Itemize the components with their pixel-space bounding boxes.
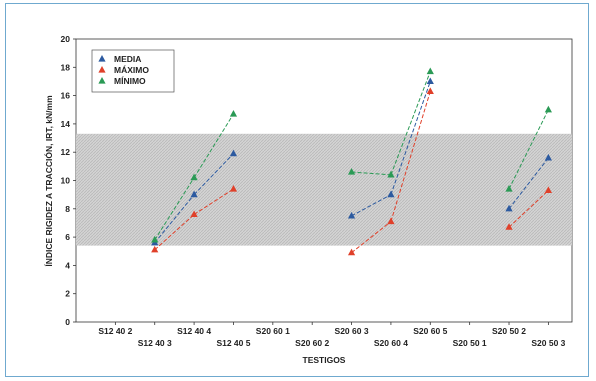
- y-tick-label: 4: [65, 260, 70, 270]
- data-point-media: [190, 190, 198, 198]
- series-line-maximo: [390, 91, 431, 222]
- series-line-minimo: [154, 177, 195, 241]
- data-point-media: [426, 77, 434, 85]
- y-tick-label: 14: [61, 119, 71, 129]
- chart-frame: 0 2 4 6 8 10 12 14 16 18 20 S12 40 2 S12 40 3 S12 40…: [5, 3, 589, 377]
- series-line-media: [390, 81, 431, 195]
- data-point-minimo: [151, 235, 159, 243]
- x-tick-label: S20 50 2: [492, 326, 526, 336]
- x-tick-label: S12 40 5: [216, 338, 250, 348]
- x-tick-label: S20 60 5: [413, 326, 447, 336]
- data-point-maximo: [347, 248, 356, 256]
- series-line-maximo: [351, 221, 392, 254]
- series-lines: [154, 71, 549, 254]
- series-line-maximo: [508, 190, 549, 228]
- legend-marker-maximo: [98, 66, 106, 73]
- x-tick-label: S20 60 4: [374, 338, 408, 348]
- legend-marker-minimo: [98, 77, 106, 84]
- series-line-minimo: [390, 71, 431, 176]
- data-point-maximo: [190, 210, 198, 218]
- data-point-maximo: [387, 217, 395, 225]
- y-tick-label: 12: [61, 147, 71, 157]
- x-tick-label: S20 60 2: [295, 338, 329, 348]
- data-point-minimo: [426, 67, 434, 75]
- x-tick-label: S20 60 3: [335, 326, 369, 336]
- data-point-maximo: [426, 87, 434, 94]
- x-tick-label: S20 60 1: [256, 326, 290, 336]
- reference-band: [76, 133, 572, 246]
- data-point-maximo: [544, 186, 552, 194]
- data-point-media: [387, 190, 395, 198]
- series-line-minimo: [351, 171, 391, 176]
- series-line-media: [351, 194, 392, 217]
- data-point-minimo: [387, 170, 395, 178]
- series-line-media: [154, 194, 195, 244]
- legend-marker-media: [98, 55, 106, 62]
- series-line-media: [193, 153, 234, 195]
- y-axis-label: ÍNDICE RIGIDEZ A TRACCIÓN, IRT, kN/mm: [43, 95, 54, 267]
- series-line-media: [508, 157, 549, 210]
- data-point-minimo: [505, 184, 513, 192]
- legend-box: [91, 49, 175, 93]
- x-axis: S12 40 2 S12 40 3 S12 40 4 S12 40 5 S20 60 1…: [98, 322, 566, 348]
- series-points: [151, 67, 552, 256]
- data-point-minimo: [190, 173, 198, 181]
- legend-label-maximo: MÁXIMO: [114, 65, 149, 75]
- data-point-media: [229, 149, 238, 157]
- x-tick-label: S12 40 4: [177, 326, 211, 336]
- data-point-maximo: [151, 245, 159, 253]
- legend-label-media: MEDIA: [114, 54, 141, 64]
- y-tick-label: 10: [61, 176, 71, 186]
- data-point-maximo: [505, 223, 513, 230]
- data-point-minimo: [229, 109, 238, 117]
- y-axis: 0 2 4 6 8 10 12 14 16 18 20: [61, 34, 76, 327]
- series-line-minimo: [193, 113, 234, 178]
- y-tick-label: 20: [61, 34, 71, 44]
- y-tick-label: 8: [65, 204, 70, 214]
- x-tick-label: S12 40 2: [98, 326, 132, 336]
- series-line-maximo: [154, 214, 195, 251]
- y-tick-label: 18: [61, 62, 71, 72]
- x-tick-label: S12 40 3: [138, 338, 172, 348]
- y-tick-label: 6: [65, 232, 70, 242]
- data-point-media: [347, 211, 356, 219]
- legend-label-minimo: MÍNIMO: [114, 76, 146, 86]
- y-tick-label: 2: [65, 289, 70, 299]
- data-point-minimo: [347, 168, 356, 175]
- x-axis-label: TESTIGOS: [303, 355, 346, 365]
- data-point-maximo: [229, 184, 238, 192]
- y-tick-label: 0: [65, 317, 70, 327]
- series-line-maximo: [193, 188, 234, 215]
- x-tick-label: S20 50 3: [531, 338, 565, 348]
- series-line-minimo: [508, 109, 549, 190]
- data-point-media: [544, 153, 552, 161]
- y-tick-label: 16: [61, 91, 71, 101]
- data-point-media: [505, 204, 513, 212]
- x-tick-label: S20 50 1: [453, 338, 487, 348]
- data-point-minimo: [544, 105, 552, 113]
